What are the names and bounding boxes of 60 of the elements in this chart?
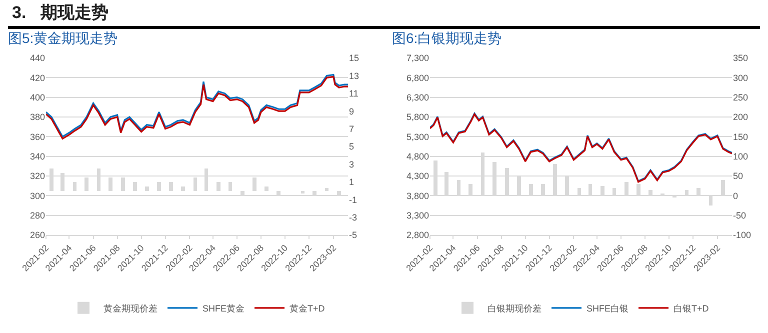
y-tick-label: 280 bbox=[30, 210, 45, 220]
bar bbox=[216, 182, 220, 191]
y2-tick-label: 3 bbox=[349, 159, 354, 170]
bar bbox=[157, 182, 161, 191]
y2-tick-label: 0 bbox=[733, 190, 738, 201]
y2-tick-label: 300 bbox=[733, 72, 748, 83]
y-tick-label: 300 bbox=[30, 190, 45, 201]
chart-title: 图5:黄金期现走势 bbox=[8, 30, 118, 48]
y2-tick-label: 100 bbox=[733, 151, 748, 162]
y-tick-label: 320 bbox=[30, 171, 45, 182]
y-tick-label: 380 bbox=[30, 112, 45, 122]
bar bbox=[133, 182, 137, 191]
text: 3. 期现走势 bbox=[12, 2, 108, 24]
y2-tick-label: 7 bbox=[349, 124, 354, 134]
bar bbox=[228, 182, 232, 191]
bar bbox=[264, 186, 268, 191]
y-tick-label: 3,800 bbox=[406, 190, 429, 201]
bar bbox=[181, 186, 185, 191]
y-tick-label: 6,800 bbox=[406, 72, 429, 83]
legend-label: 白银T+D bbox=[674, 303, 710, 314]
legend-label: SHFE白银 bbox=[586, 303, 629, 314]
y-tick-label: 2,800 bbox=[406, 230, 429, 240]
y2-tick-label: -100 bbox=[733, 230, 752, 240]
bar bbox=[324, 188, 329, 191]
y2-tick-label: -5 bbox=[349, 230, 358, 240]
y-tick-label: 6,300 bbox=[406, 92, 429, 102]
y-tick-label: 400 bbox=[30, 92, 45, 102]
y2-tick-label: 1 bbox=[349, 177, 354, 188]
y-tick-label: 5,300 bbox=[406, 132, 429, 142]
legend-label: 黄金期现价差 bbox=[104, 303, 158, 314]
y2-tick-label: -3 bbox=[349, 212, 358, 222]
y2-tick-label: 13 bbox=[349, 70, 360, 81]
y-tick-label: 3,300 bbox=[406, 210, 429, 220]
chart-title: 图6:白银期现走势 bbox=[392, 30, 502, 48]
y2-tick-label: 150 bbox=[733, 132, 748, 142]
y-tick-label: 360 bbox=[30, 132, 45, 142]
y2-tick-label: 50 bbox=[733, 171, 744, 182]
bar bbox=[72, 182, 77, 191]
y-tick-label: 420 bbox=[30, 72, 45, 83]
y-tick-label: 4,300 bbox=[406, 171, 429, 182]
bar bbox=[144, 186, 149, 191]
legend-label: 白银期现价差 bbox=[488, 303, 542, 314]
legend-label: 黄金T+D bbox=[290, 303, 326, 314]
y2-tick-label: -50 bbox=[733, 210, 746, 220]
y2-tick-label: 9 bbox=[349, 106, 354, 116]
y2-tick-label: 200 bbox=[733, 112, 748, 122]
bar bbox=[168, 182, 173, 191]
y2-tick-label: 5 bbox=[349, 142, 354, 152]
y-tick-label: 340 bbox=[30, 151, 45, 162]
y-tick-label: 7,300 bbox=[406, 53, 429, 64]
y2-tick-label: 350 bbox=[733, 53, 748, 64]
y2-tick-label: 250 bbox=[733, 92, 748, 102]
legend-label: SHFE黄金 bbox=[202, 303, 245, 314]
y2-tick-label: -1 bbox=[349, 194, 358, 205]
y2-tick-label: 15 bbox=[349, 53, 360, 64]
y2-tick-label: 11 bbox=[349, 88, 358, 99]
y-tick-label: 260 bbox=[30, 230, 45, 240]
y-tick-label: 440 bbox=[30, 53, 45, 64]
y-tick-label: 4,800 bbox=[406, 151, 429, 162]
y-tick-label: 5,800 bbox=[406, 112, 429, 122]
